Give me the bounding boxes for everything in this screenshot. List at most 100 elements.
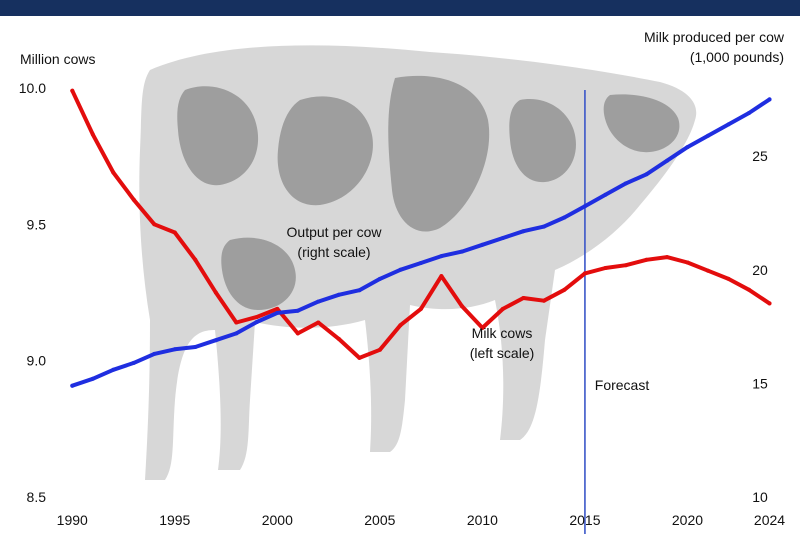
title-banner xyxy=(0,0,800,16)
x-tick-label: 2000 xyxy=(262,512,293,528)
x-tick-label: 1990 xyxy=(57,512,88,528)
data-point-output-per-cow xyxy=(685,145,690,150)
data-point-output-per-cow xyxy=(131,360,136,365)
data-point-milk-cows xyxy=(193,257,198,262)
data-point-output-per-cow xyxy=(111,367,116,372)
data-point-milk-cows xyxy=(377,347,382,352)
left-axis-tick-labels: 8.5 9.0 9.5 10.0 xyxy=(19,80,46,505)
data-point-output-per-cow xyxy=(357,288,362,293)
data-point-output-per-cow xyxy=(521,229,526,234)
right-tick-label: 25 xyxy=(752,148,768,164)
left-tick-label: 8.5 xyxy=(27,489,47,505)
right-tick-label: 10 xyxy=(752,489,768,505)
data-point-milk-cows xyxy=(131,197,136,202)
data-point-milk-cows xyxy=(665,255,669,260)
data-point-milk-cows xyxy=(459,304,464,309)
output-series-label-line2: (right scale) xyxy=(297,244,370,260)
data-point-milk-cows xyxy=(747,287,751,292)
data-point-milk-cows xyxy=(685,260,690,265)
data-point-milk-cows xyxy=(357,355,362,360)
data-point-output-per-cow xyxy=(706,133,710,138)
data-point-milk-cows xyxy=(316,320,321,325)
data-point-output-per-cow xyxy=(665,158,669,163)
data-point-milk-cows xyxy=(500,306,505,311)
data-point-milk-cows xyxy=(90,132,95,137)
data-point-milk-cows xyxy=(111,170,116,175)
x-tick-label: 2005 xyxy=(364,512,395,528)
x-tick-label: 1995 xyxy=(159,512,190,528)
data-point-output-per-cow xyxy=(562,215,567,220)
cows-series-label-line2: (left scale) xyxy=(470,345,535,361)
data-point-output-per-cow xyxy=(644,172,649,177)
data-point-output-per-cow xyxy=(480,242,485,247)
x-tick-label: 2024 xyxy=(754,512,785,528)
data-point-milk-cows xyxy=(418,306,423,311)
data-point-milk-cows xyxy=(295,331,300,336)
output-series-label-line1: Output per cow xyxy=(287,224,383,240)
data-point-milk-cows xyxy=(521,296,526,300)
left-axis-title: Million cows xyxy=(20,51,95,67)
data-point-output-per-cow xyxy=(398,267,403,272)
data-point-milk-cows xyxy=(623,263,628,268)
data-point-milk-cows xyxy=(767,301,772,306)
right-axis-title-line1: Milk produced per cow xyxy=(644,29,785,45)
data-point-output-per-cow xyxy=(582,204,587,209)
data-point-milk-cows xyxy=(213,290,218,295)
data-point-milk-cows xyxy=(541,298,546,303)
data-point-milk-cows xyxy=(152,222,157,227)
data-point-output-per-cow xyxy=(295,308,300,313)
x-tick-label: 2010 xyxy=(467,512,498,528)
right-tick-label: 20 xyxy=(752,262,768,278)
data-point-output-per-cow xyxy=(70,383,75,388)
data-point-milk-cows xyxy=(726,276,731,281)
x-axis-tick-labels: 1990 1995 2000 2005 2010 2015 2020 2024 xyxy=(57,512,786,528)
data-point-output-per-cow xyxy=(152,351,157,356)
data-point-output-per-cow xyxy=(500,236,505,240)
data-point-milk-cows xyxy=(70,88,75,93)
data-point-output-per-cow xyxy=(172,347,177,352)
data-point-output-per-cow xyxy=(90,376,95,381)
series-points-output-per-cow xyxy=(70,97,772,388)
left-tick-label: 10.0 xyxy=(19,80,46,96)
data-point-milk-cows xyxy=(439,274,444,279)
data-point-output-per-cow xyxy=(767,97,772,102)
data-point-milk-cows xyxy=(398,323,403,328)
data-point-output-per-cow xyxy=(439,254,444,259)
data-point-output-per-cow xyxy=(193,345,198,349)
x-tick-label: 2015 xyxy=(569,512,600,528)
right-axis-tick-labels: 10 15 20 25 xyxy=(752,148,768,505)
data-point-milk-cows xyxy=(603,266,608,270)
data-point-milk-cows xyxy=(254,315,259,319)
data-point-output-per-cow xyxy=(747,111,751,115)
data-point-output-per-cow xyxy=(541,224,546,229)
forecast-label: Forecast xyxy=(595,377,650,393)
data-point-output-per-cow xyxy=(418,261,423,265)
cows-series-label-line1: Milk cows xyxy=(472,325,533,341)
data-point-output-per-cow xyxy=(603,192,608,197)
data-point-output-per-cow xyxy=(336,292,341,297)
data-point-milk-cows xyxy=(480,325,485,330)
data-point-output-per-cow xyxy=(254,320,259,324)
data-point-output-per-cow xyxy=(726,122,731,127)
data-point-milk-cows xyxy=(336,336,341,341)
x-tick-label: 2020 xyxy=(672,512,703,528)
data-point-milk-cows xyxy=(582,271,587,276)
data-point-milk-cows xyxy=(172,230,177,235)
data-point-output-per-cow xyxy=(234,331,239,336)
data-point-milk-cows xyxy=(275,306,280,311)
data-point-output-per-cow xyxy=(316,299,321,304)
data-point-output-per-cow xyxy=(459,249,464,254)
data-point-milk-cows xyxy=(562,287,567,292)
series-points-milk-cows xyxy=(70,88,772,360)
data-point-output-per-cow xyxy=(623,181,628,186)
left-tick-label: 9.0 xyxy=(27,353,47,369)
data-point-output-per-cow xyxy=(213,338,218,343)
right-axis-title-line2: (1,000 pounds) xyxy=(690,49,784,65)
right-tick-label: 15 xyxy=(752,375,768,391)
data-point-output-per-cow xyxy=(377,276,382,281)
data-point-milk-cows xyxy=(234,320,239,325)
data-point-milk-cows xyxy=(706,268,710,273)
left-tick-label: 9.5 xyxy=(27,216,47,232)
